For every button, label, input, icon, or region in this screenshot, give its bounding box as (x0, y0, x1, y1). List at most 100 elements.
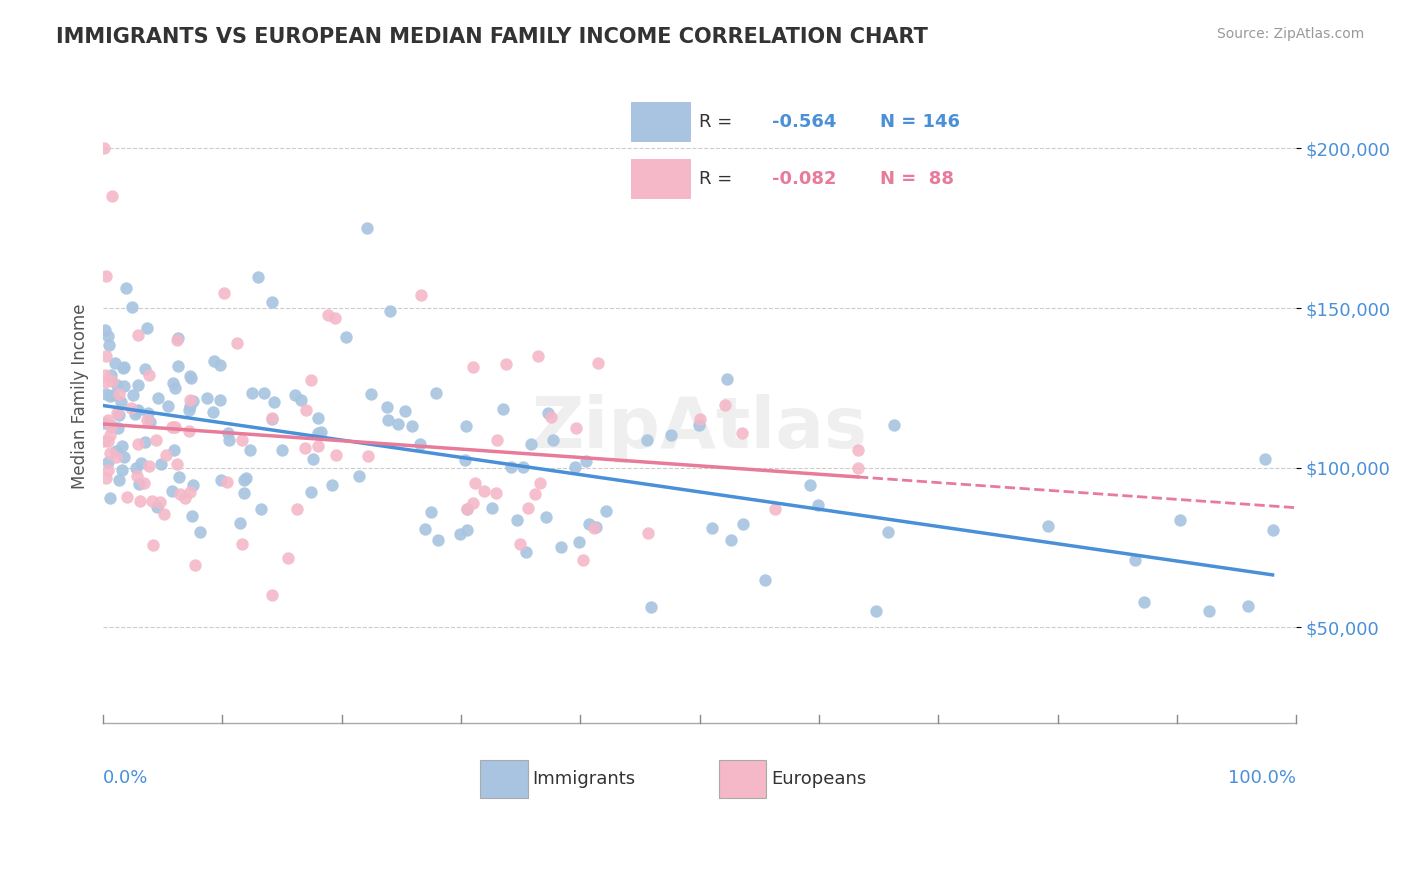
Point (463, 496, 485, 510)
Point (290, 392, 312, 407)
Point (96, 269, 118, 284)
Point (294, 441, 316, 455)
Point (115, 490, 138, 504)
Point (101, 418, 124, 433)
Point (134, 435, 156, 450)
Point (689, 412, 711, 426)
Text: IMMIGRANTS VS EUROPEAN MEDIAN FAMILY INCOME CORRELATION CHART: IMMIGRANTS VS EUROPEAN MEDIAN FAMILY INC… (56, 27, 928, 46)
Point (876, 525, 898, 540)
Point (516, 501, 538, 516)
Point (307, 411, 329, 425)
Point (763, 502, 786, 516)
Point (413, 522, 436, 536)
Point (157, 400, 180, 414)
Point (104, 356, 127, 370)
Point (357, 449, 380, 463)
Point (464, 476, 486, 491)
Point (231, 433, 253, 447)
Point (472, 483, 495, 498)
Point (1133, 594, 1156, 608)
Point (93, 434, 115, 449)
Point (180, 370, 202, 384)
Point (585, 520, 607, 534)
Point (529, 476, 551, 491)
Point (865, 604, 887, 618)
Point (142, 538, 165, 552)
Point (163, 381, 186, 395)
Point (463, 360, 485, 375)
Point (125, 404, 148, 418)
Point (321, 478, 343, 492)
Point (356, 220, 378, 235)
Point (659, 427, 682, 442)
Point (179, 399, 201, 413)
Point (492, 401, 515, 416)
Point (380, 304, 402, 318)
Point (94, 349, 117, 363)
Point (1237, 599, 1260, 614)
Point (94, 368, 117, 382)
Point (731, 516, 754, 531)
Point (240, 386, 263, 401)
Point (550, 540, 572, 554)
Point (112, 378, 135, 392)
Point (128, 477, 150, 491)
Point (360, 387, 382, 401)
Point (716, 372, 738, 386)
Point (195, 391, 218, 405)
Point (456, 502, 478, 516)
Point (1123, 552, 1146, 566)
Point (128, 493, 150, 508)
Point (96, 471, 118, 485)
Point (537, 406, 560, 420)
Point (136, 413, 159, 427)
Point (98, 428, 121, 442)
Point (260, 588, 283, 602)
Point (1198, 603, 1220, 617)
Point (122, 388, 145, 402)
Point (425, 385, 447, 400)
Point (375, 400, 398, 414)
Point (299, 373, 322, 387)
Point (260, 410, 283, 425)
Point (731, 425, 754, 440)
Point (335, 330, 357, 344)
Point (217, 425, 239, 440)
Point (515, 544, 537, 558)
Point (225, 336, 247, 351)
Point (162, 376, 184, 390)
Point (218, 433, 240, 447)
Point (94, 323, 117, 337)
Point (179, 484, 201, 499)
Point (97, 413, 120, 427)
Point (127, 328, 149, 343)
Point (419, 505, 441, 519)
Point (174, 491, 197, 506)
Point (688, 418, 710, 433)
Text: 100.0%: 100.0% (1229, 769, 1296, 787)
Point (181, 394, 204, 409)
Point (235, 471, 257, 485)
Point (215, 475, 238, 489)
Point (166, 333, 188, 347)
Point (166, 331, 188, 345)
Point (409, 288, 432, 302)
Point (160, 419, 183, 434)
Point (509, 537, 531, 551)
Point (799, 478, 821, 492)
Point (456, 419, 478, 434)
Point (111, 463, 134, 477)
Point (1168, 513, 1191, 527)
Point (125, 469, 148, 483)
Point (807, 498, 830, 512)
Point (138, 368, 160, 382)
Point (394, 404, 416, 418)
Point (121, 300, 143, 314)
Point (307, 439, 329, 453)
Point (583, 521, 606, 535)
Point (485, 485, 508, 500)
Point (165, 419, 187, 434)
Point (104, 444, 127, 458)
Point (409, 437, 432, 451)
Point (111, 439, 134, 453)
